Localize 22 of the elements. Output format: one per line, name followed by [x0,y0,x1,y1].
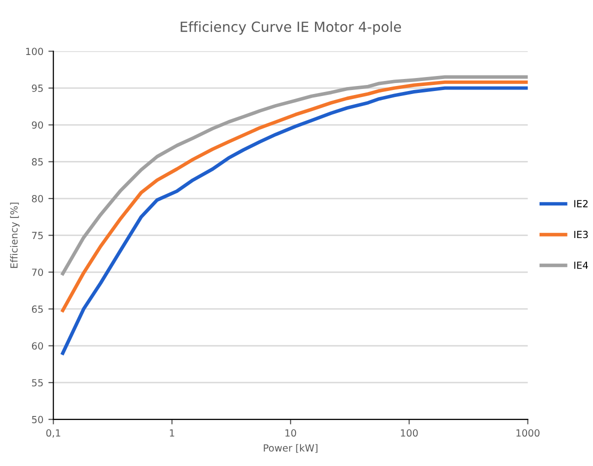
x-tick-label: 1000 [516,429,540,437]
x-tick-label: 0,1 [46,429,60,438]
y-tick-label: 85 [32,158,43,166]
x-axis-title: Power [kW] [264,444,318,453]
legend-label: IE3 [574,230,588,238]
chart-title: Efficiency Curve IE Motor 4-pole [180,21,401,35]
y-tick-label: 65 [32,305,43,313]
x-tick-label: 1 [170,429,174,437]
y-tick-label: 55 [32,379,43,386]
y-tick-label: 75 [32,232,43,240]
legend-label: IE2 [574,200,588,208]
x-tick-label: 10 [285,429,296,437]
y-tick-label: 60 [32,342,43,350]
x-tick-label: 100 [400,429,418,437]
legend-label: IE4 [574,262,588,269]
y-tick-label: 90 [32,121,43,129]
y-tick-label: 50 [32,416,43,424]
y-tick-label: 70 [32,268,43,276]
y-tick-label: 95 [32,84,43,92]
y-tick-label: 100 [26,48,43,56]
y-axis-title: Efficiency [%] [10,202,20,268]
y-tick-label: 80 [32,194,43,202]
